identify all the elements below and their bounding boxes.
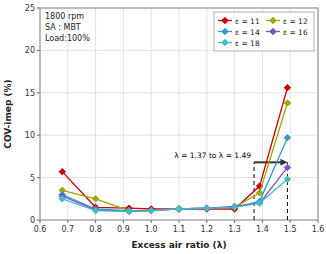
- x-tick-label: 0.6: [34, 225, 47, 234]
- point: [204, 205, 210, 211]
- legend-marker: [222, 28, 228, 34]
- point: [92, 207, 98, 213]
- point: [126, 207, 132, 213]
- x-tick-label: 1.1: [173, 225, 186, 234]
- plot-area: [59, 85, 291, 220]
- legend-marker: [270, 17, 276, 23]
- point: [126, 207, 132, 213]
- point: [92, 196, 98, 202]
- point: [204, 205, 210, 211]
- x-tick-label: 1.2: [200, 225, 213, 234]
- point: [256, 200, 262, 206]
- y-axis-label: COV-imep (%): [3, 79, 13, 148]
- point: [284, 100, 290, 106]
- point: [284, 164, 290, 170]
- x-tick-label: 0.8: [89, 225, 102, 234]
- x-grid-line: [179, 8, 180, 220]
- point: [92, 207, 98, 213]
- y-tick-label: 5: [30, 174, 35, 183]
- legend-item: ε = 11: [218, 17, 260, 26]
- point: [231, 204, 237, 210]
- series-line: [62, 138, 287, 211]
- point: [204, 206, 210, 212]
- legend-item: ε = 14: [218, 28, 260, 37]
- x-grid-line: [95, 8, 96, 220]
- x-axis-label: Excess air ratio (λ): [131, 240, 226, 250]
- series-line: [62, 88, 287, 209]
- x-grid-line: [206, 8, 207, 220]
- point: [204, 205, 210, 211]
- legend-marker: [222, 17, 228, 23]
- legend-marker: [222, 39, 228, 45]
- series: [59, 100, 291, 214]
- point: [148, 207, 154, 213]
- point: [231, 204, 237, 210]
- legend-item: ε = 18: [218, 39, 260, 48]
- point: [284, 176, 290, 182]
- grid: [40, 8, 318, 220]
- x-grid-line: [123, 8, 124, 220]
- x-tick-label: 1.0: [145, 225, 158, 234]
- point: [231, 204, 237, 210]
- legend-marker: [270, 28, 276, 34]
- legend-label: ε = 11: [235, 17, 260, 26]
- legend-label: ε = 12: [283, 17, 308, 26]
- x-tick-label: 1.4: [256, 225, 269, 234]
- y-grid-line: [40, 177, 318, 178]
- series-line: [62, 179, 287, 211]
- point: [284, 85, 290, 91]
- y-grid-line: [40, 92, 318, 93]
- legend-box: [214, 12, 314, 51]
- point: [176, 206, 182, 212]
- legend-label: ε = 16: [283, 28, 308, 37]
- x-tick-label: 1.6: [312, 225, 325, 234]
- legend: ε = 11 ε = 12 ε = 14 ε = 16 ε = 18: [214, 12, 314, 51]
- title-line: 1800 rpm: [45, 12, 84, 21]
- point: [284, 135, 290, 141]
- series: [59, 135, 291, 214]
- point: [176, 206, 182, 212]
- point: [148, 207, 154, 213]
- title-line: Load:100%: [45, 34, 90, 43]
- x-tick-label: 1.3: [228, 225, 241, 234]
- legend-item: ε = 16: [266, 28, 308, 37]
- point: [204, 205, 210, 211]
- point: [231, 203, 237, 209]
- y-grid-line: [40, 135, 318, 136]
- point: [176, 206, 182, 212]
- title: 1800 rpm SA : MBT Load:100%: [45, 12, 90, 43]
- point: [59, 168, 65, 174]
- series: [59, 164, 291, 214]
- point: [176, 206, 182, 212]
- x-grid-line: [151, 8, 152, 220]
- series-line: [62, 167, 287, 211]
- x-tick-label: 0.9: [117, 225, 130, 234]
- point: [59, 196, 65, 202]
- point: [126, 208, 132, 214]
- title-line: SA : MBT: [45, 23, 81, 32]
- y-tick-label: 20: [25, 46, 35, 55]
- legend-item: ε = 12: [266, 17, 308, 26]
- x-tick-label: 0.7: [61, 225, 74, 234]
- legend-label: ε = 18: [235, 39, 260, 48]
- series-line: [62, 103, 287, 211]
- series: [59, 176, 291, 215]
- legend-label: ε = 14: [235, 28, 260, 37]
- annotation: λ = 1.37 to λ = 1.49: [174, 151, 251, 160]
- plot-frame: [40, 8, 318, 220]
- axes: 0.6 0.7 0.8 0.9 1.0 1.1 1.2 1.3 1.4 1.5 1.6 0 5 10 15 2…: [25, 4, 325, 234]
- x-tick-label: 1.5: [284, 225, 297, 234]
- point: [176, 206, 182, 212]
- point: [148, 207, 154, 213]
- point: [148, 207, 154, 213]
- y-tick-label: 25: [25, 4, 35, 13]
- point: [126, 208, 132, 214]
- series: [59, 85, 291, 213]
- y-tick-label: 10: [25, 131, 35, 140]
- chart: 0.6 0.7 0.8 0.9 1.0 1.1 1.2 1.3 1.4 1.5 1.6 0 5 10 15 2…: [0, 0, 326, 254]
- y-tick-label: 0: [30, 216, 35, 225]
- y-tick-label: 15: [25, 89, 35, 98]
